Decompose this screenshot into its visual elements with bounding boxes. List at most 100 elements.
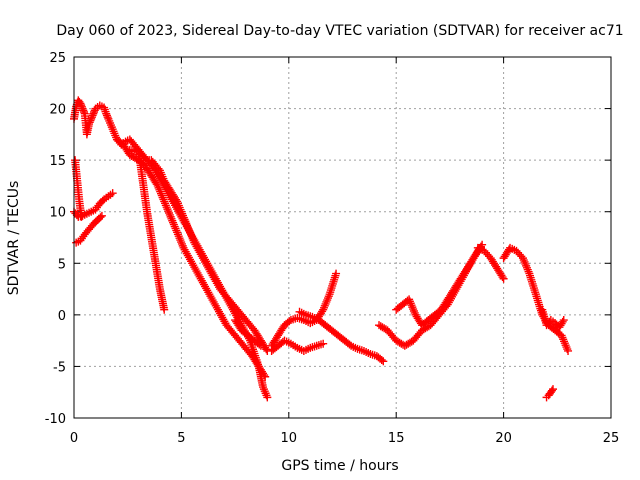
y-tick-label: 5	[58, 257, 66, 272]
data-point	[379, 357, 388, 366]
data-point	[322, 297, 331, 306]
data-point	[87, 113, 96, 122]
data-point	[103, 113, 112, 122]
data-point	[78, 104, 87, 113]
data-point	[178, 241, 187, 250]
data-point	[97, 211, 106, 220]
data-point	[319, 339, 328, 348]
data-point	[165, 209, 174, 218]
data-point	[319, 303, 328, 312]
data-point	[168, 216, 177, 225]
data-point	[564, 346, 573, 355]
data-point	[321, 299, 330, 308]
data-point	[408, 303, 417, 312]
data-point	[77, 102, 86, 111]
x-tick-label: 15	[388, 431, 405, 446]
data-point	[405, 295, 414, 304]
data-point	[154, 183, 163, 192]
data-point	[262, 345, 271, 354]
data-point	[160, 197, 169, 206]
y-tick-label: 20	[49, 103, 66, 118]
data-point	[102, 109, 111, 118]
data-point	[320, 301, 329, 310]
y-tick-label: -5	[53, 360, 66, 375]
data-point	[173, 228, 182, 237]
data-point	[85, 118, 94, 127]
data-point	[175, 234, 184, 243]
data-points	[70, 96, 573, 402]
x-axis-label: GPS time / hours	[281, 458, 398, 474]
data-point	[160, 305, 169, 314]
data-point	[519, 256, 528, 265]
data-point	[547, 386, 556, 395]
data-point	[558, 333, 567, 342]
data-point	[549, 385, 558, 394]
data-point	[522, 263, 531, 272]
data-point	[406, 299, 415, 308]
data-point	[162, 203, 171, 212]
data-point	[559, 335, 568, 344]
data-point	[90, 108, 99, 117]
data-point	[410, 308, 419, 317]
data-point	[256, 341, 265, 350]
data-point	[557, 331, 566, 340]
data-point	[520, 257, 529, 266]
data-point	[155, 185, 164, 194]
data-point	[164, 207, 173, 216]
data-point	[518, 254, 527, 263]
data-point	[163, 205, 172, 214]
plot-frame	[73, 56, 612, 419]
data-point	[96, 213, 105, 222]
data-point	[409, 305, 418, 314]
data-point	[159, 195, 168, 204]
y-tick-label: -10	[45, 412, 66, 427]
data-point	[169, 218, 178, 227]
data-point	[405, 297, 414, 306]
data-point	[88, 111, 97, 120]
data-point	[158, 193, 167, 202]
y-axis-label: SDTVAR / TECUs	[6, 181, 22, 296]
data-point	[324, 294, 333, 303]
data-point	[156, 189, 165, 198]
data-point	[560, 337, 569, 346]
data-point	[562, 343, 571, 352]
data-point	[157, 191, 166, 200]
data-point	[498, 273, 507, 282]
data-point	[156, 187, 165, 196]
data-point	[79, 106, 88, 115]
data-point	[169, 220, 178, 229]
data-point	[319, 305, 328, 314]
tick-labels: 0 5 10 15 20 25 -10 -5 0 5 10 15 20 25	[45, 51, 620, 446]
y-tick-label: 0	[58, 309, 66, 324]
y-tick-label: 25	[49, 51, 66, 66]
data-point	[263, 393, 272, 402]
data-point	[102, 111, 111, 120]
data-point	[170, 222, 179, 231]
data-point	[77, 101, 86, 110]
x-tick-label: 5	[177, 431, 185, 446]
data-point	[172, 226, 181, 235]
data-point	[176, 236, 185, 245]
data-point	[80, 108, 89, 117]
data-point	[85, 120, 94, 129]
data-point	[323, 296, 332, 305]
data-point	[324, 292, 333, 301]
data-point	[177, 238, 186, 247]
data-point	[558, 317, 567, 326]
data-point	[173, 230, 182, 239]
data-point	[171, 224, 180, 233]
data-point	[521, 259, 530, 268]
x-tick-label: 0	[70, 431, 78, 446]
data-point	[77, 212, 86, 221]
data-point	[407, 301, 416, 310]
x-tick-label: 25	[603, 431, 620, 446]
y-tick-label: 15	[49, 154, 66, 169]
x-tick-label: 10	[281, 431, 298, 446]
data-point	[87, 114, 96, 123]
data-point	[499, 274, 508, 283]
data-point	[108, 189, 117, 198]
data-point	[174, 232, 183, 241]
data-point	[177, 239, 186, 248]
data-point	[165, 210, 174, 219]
data-point	[332, 269, 341, 278]
